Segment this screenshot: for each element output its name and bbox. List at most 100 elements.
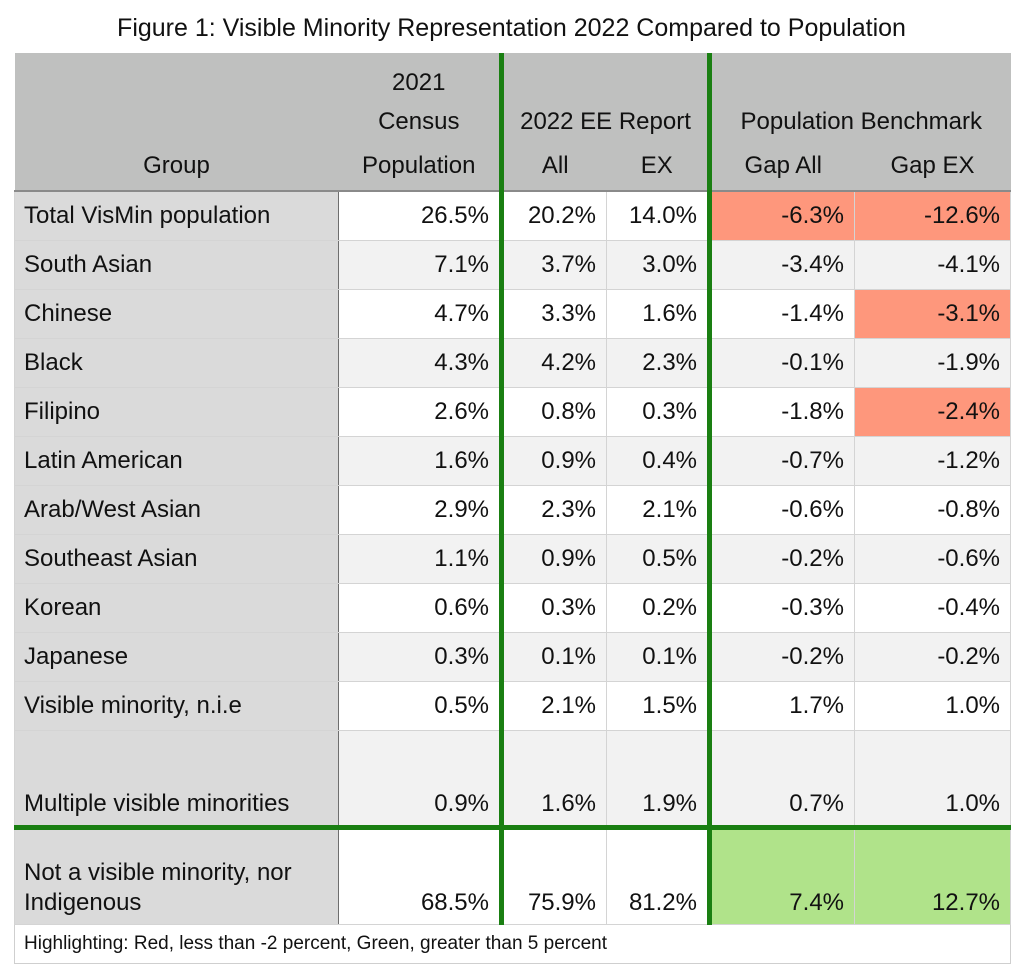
ee-all-cell: 0.3% bbox=[499, 583, 607, 633]
ee-ex-cell: 0.3% bbox=[606, 387, 710, 437]
gap-ex-cell: -0.4% bbox=[853, 583, 1012, 633]
ee-all-cell: 2.1% bbox=[499, 681, 607, 731]
ee-ex-cell: 0.4% bbox=[606, 436, 710, 486]
table-row: Arab/West Asian 2.9% 2.3% 2.1% -0.6% -0.… bbox=[14, 485, 1012, 535]
ee-all-cell: 3.7% bbox=[499, 240, 607, 290]
highlight-note: Highlighting: Red, less than -2 percent,… bbox=[13, 924, 1012, 964]
header-benchmark: Population Benchmark bbox=[706, 53, 1011, 141]
group-cell: Black bbox=[14, 338, 339, 388]
ee-ex-cell: 2.1% bbox=[606, 485, 710, 535]
header-row-top: 2021 Census 2022 EE Report Population Be… bbox=[14, 53, 1011, 141]
ee-ex-cell: 0.5% bbox=[606, 534, 710, 584]
ee-all-cell: 0.9% bbox=[499, 534, 607, 584]
gap-all-cell: -0.3% bbox=[707, 583, 855, 633]
gap-ex-cell: 1.0% bbox=[853, 681, 1012, 731]
group-cell: Total VisMin population bbox=[14, 190, 339, 241]
ee-all-cell: 0.8% bbox=[499, 387, 607, 437]
table-row: South Asian 7.1% 3.7% 3.0% -3.4% -4.1% bbox=[14, 240, 1012, 290]
table-row: Chinese 4.7% 3.3% 1.6% -1.4% -3.1% bbox=[14, 289, 1012, 339]
gap-ex-cell: -12.6% bbox=[853, 190, 1012, 241]
table-body: Total VisMin population 26.5% 20.2% 14.0… bbox=[13, 190, 1012, 964]
gap-all-cell: -0.7% bbox=[707, 436, 855, 486]
ee-all-cell: 2.3% bbox=[499, 485, 607, 535]
population-cell: 0.5% bbox=[338, 681, 502, 731]
gap-ex-cell: -0.2% bbox=[853, 632, 1012, 682]
population-cell: 0.9% bbox=[338, 730, 502, 828]
table-row: Total VisMin population 26.5% 20.2% 14.0… bbox=[14, 190, 1012, 241]
table-row: Japanese 0.3% 0.1% 0.1% -0.2% -0.2% bbox=[14, 632, 1012, 682]
ee-ex-cell: 1.9% bbox=[606, 730, 710, 828]
gap-ex-cell: 12.7% bbox=[853, 825, 1012, 925]
gap-ex-cell: -4.1% bbox=[853, 240, 1012, 290]
table-row: Black 4.3% 4.2% 2.3% -0.1% -1.9% bbox=[14, 338, 1012, 388]
population-cell: 1.6% bbox=[338, 436, 502, 486]
table-row: Korean 0.6% 0.3% 0.2% -0.3% -0.4% bbox=[14, 583, 1012, 633]
header-all: All bbox=[499, 141, 607, 192]
population-cell: 0.6% bbox=[338, 583, 502, 633]
ee-ex-cell: 1.5% bbox=[606, 681, 710, 731]
table-row: Latin American 1.6% 0.9% 0.4% -0.7% -1.2… bbox=[14, 436, 1012, 486]
population-cell: 7.1% bbox=[338, 240, 502, 290]
gap-ex-cell: -3.1% bbox=[853, 289, 1012, 339]
table-row: Multiple visible minorities 0.9% 1.6% 1.… bbox=[14, 730, 1012, 828]
gap-ex-cell: -2.4% bbox=[853, 387, 1012, 437]
ee-all-cell: 0.1% bbox=[499, 632, 607, 682]
ee-all-cell: 3.3% bbox=[499, 289, 607, 339]
gap-all-cell: -0.1% bbox=[707, 338, 855, 388]
population-cell: 68.5% bbox=[338, 825, 502, 925]
gap-ex-cell: -0.6% bbox=[853, 534, 1012, 584]
ee-all-cell: 4.2% bbox=[499, 338, 607, 388]
group-cell: Visible minority, n.i.e bbox=[14, 681, 339, 731]
population-cell: 2.9% bbox=[338, 485, 502, 535]
header-ee-report: 2022 EE Report bbox=[499, 53, 710, 141]
header-census-line2: Census bbox=[378, 108, 460, 135]
ee-all-cell: 1.6% bbox=[499, 730, 607, 828]
group-cell: Not a visible minority, nor Indigenous bbox=[14, 825, 339, 925]
header-group: Group bbox=[14, 141, 339, 192]
ee-all-cell: 0.9% bbox=[499, 436, 607, 486]
population-cell: 0.3% bbox=[338, 632, 502, 682]
table-row: Southeast Asian 1.1% 0.9% 0.5% -0.2% -0.… bbox=[14, 534, 1012, 584]
ee-ex-cell: 81.2% bbox=[606, 825, 710, 925]
header-census-line1: 2021 bbox=[392, 69, 446, 96]
table-row: Filipino 2.6% 0.8% 0.3% -1.8% -2.4% bbox=[14, 387, 1012, 437]
population-cell: 4.3% bbox=[338, 338, 502, 388]
group-cell: South Asian bbox=[14, 240, 339, 290]
ee-ex-cell: 0.1% bbox=[606, 632, 710, 682]
header-row-bottom: Group Population All EX Gap All Gap EX bbox=[14, 141, 1011, 192]
representation-table: 2021 Census 2022 EE Report Population Be… bbox=[13, 53, 1012, 964]
gap-all-cell: 1.7% bbox=[707, 681, 855, 731]
ee-all-cell: 20.2% bbox=[499, 190, 607, 241]
population-cell: 2.6% bbox=[338, 387, 502, 437]
ee-all-cell: 75.9% bbox=[499, 825, 607, 925]
gap-ex-cell: -1.2% bbox=[853, 436, 1012, 486]
table-row-not-visible-minority: Not a visible minority, nor Indigenous 6… bbox=[14, 825, 1012, 925]
gap-all-cell: -0.2% bbox=[707, 534, 855, 584]
gap-all-cell: -1.8% bbox=[707, 387, 855, 437]
population-cell: 1.1% bbox=[338, 534, 502, 584]
header-ex: EX bbox=[606, 141, 710, 192]
ee-ex-cell: 2.3% bbox=[606, 338, 710, 388]
gap-all-cell: -3.4% bbox=[707, 240, 855, 290]
gap-ex-cell: -0.8% bbox=[853, 485, 1012, 535]
group-cell: Southeast Asian bbox=[14, 534, 339, 584]
note-row: Highlighting: Red, less than -2 percent,… bbox=[13, 924, 1012, 964]
gap-all-cell: 0.7% bbox=[707, 730, 855, 828]
gap-all-cell: -0.6% bbox=[707, 485, 855, 535]
header-census: 2021 Census bbox=[338, 53, 502, 141]
ee-ex-cell: 1.6% bbox=[606, 289, 710, 339]
gap-all-cell: 7.4% bbox=[707, 825, 855, 925]
gap-all-cell: -6.3% bbox=[707, 190, 855, 241]
ee-ex-cell: 3.0% bbox=[606, 240, 710, 290]
gap-ex-cell: 1.0% bbox=[853, 730, 1012, 828]
group-cell: Korean bbox=[14, 583, 339, 633]
group-cell: Japanese bbox=[14, 632, 339, 682]
header-group-spacer bbox=[14, 53, 339, 141]
group-cell: Latin American bbox=[14, 436, 339, 486]
group-cell: Multiple visible minorities bbox=[14, 730, 339, 828]
ee-ex-cell: 0.2% bbox=[606, 583, 710, 633]
group-cell: Chinese bbox=[14, 289, 339, 339]
gap-all-cell: -1.4% bbox=[707, 289, 855, 339]
table-row: Visible minority, n.i.e 0.5% 2.1% 1.5% 1… bbox=[14, 681, 1012, 731]
header-gap-ex: Gap EX bbox=[854, 141, 1011, 192]
